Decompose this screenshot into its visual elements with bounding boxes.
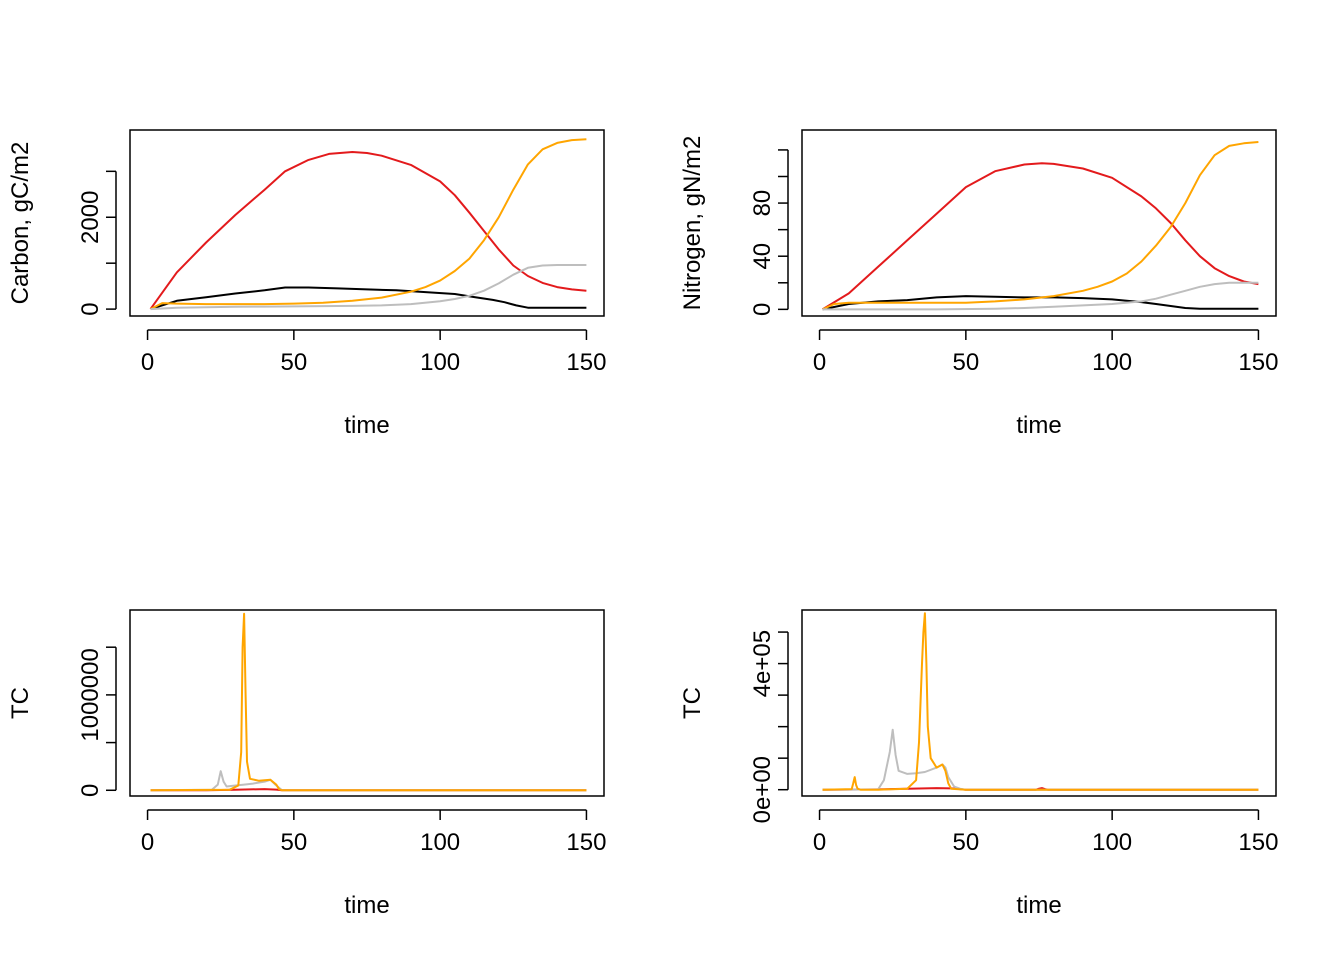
series-line-gray [150, 264, 587, 311]
y-tick-label: 80 [749, 190, 776, 217]
y-axis-title: Nitrogen, gN/m2 [679, 136, 706, 311]
x-tick-label: 0 [141, 349, 154, 376]
x-tick-label: 50 [953, 349, 980, 376]
panel-nitrogen: 0 50 100 150 time 0 40 80 Nitrogen, gN/m2 [679, 129, 1278, 439]
y-tick-label: 0 [77, 302, 104, 315]
plot-frame [801, 129, 1277, 317]
series-line-orange [822, 612, 1259, 791]
series-line-gray [150, 770, 587, 792]
x-axis-title: time [344, 412, 389, 439]
x-tick-label: 50 [281, 349, 308, 376]
series-line-gray [822, 281, 1259, 311]
x-tick-label: 0 [813, 349, 826, 376]
y-axis-title: TC [7, 687, 34, 719]
y-tick-label: 40 [749, 243, 776, 270]
x-tick-label: 150 [566, 349, 606, 376]
x-tick-label: 100 [420, 349, 460, 376]
y-axis-title: Carbon, gC/m2 [7, 142, 34, 305]
x-tick-label: 150 [1238, 349, 1278, 376]
series-line-orange [150, 612, 587, 792]
y-tick-label: 0e+00 [749, 756, 776, 823]
x-tick-label: 0 [813, 829, 826, 856]
y-tick-label: 4e+05 [749, 630, 776, 697]
series-line-red [149, 151, 587, 310]
panel-carbon: 0 50 100 150 time 0 2000 Carbon, gC/m2 [7, 129, 606, 439]
x-tick-label: 150 [1238, 829, 1278, 856]
x-tick-label: 150 [566, 829, 606, 856]
x-axis-title: time [344, 892, 389, 919]
panel-tc-left: 0 50 100 150 time 0 1000000 TC [7, 609, 606, 919]
series-line-red [821, 162, 1259, 311]
plot-frame [129, 129, 605, 317]
y-tick-label: 1000000 [77, 648, 104, 741]
x-tick-label: 0 [141, 829, 154, 856]
panel-tc-right: 0 50 100 150 time 0e+00 4e+05 TC [679, 609, 1278, 919]
series-line-black [822, 295, 1259, 311]
x-tick-label: 50 [953, 829, 980, 856]
plot-frame [129, 609, 605, 797]
x-tick-label: 50 [281, 829, 308, 856]
x-tick-label: 100 [1092, 349, 1132, 376]
series-line-gray [822, 728, 1259, 791]
x-tick-label: 100 [420, 829, 460, 856]
y-tick-label: 0 [749, 303, 776, 316]
y-tick-label: 2000 [77, 191, 104, 244]
y-axis-title: TC [679, 687, 706, 719]
x-axis-title: time [1016, 892, 1061, 919]
y-tick-label: 0 [77, 784, 104, 797]
x-axis-title: time [1016, 412, 1061, 439]
series-line-orange [150, 138, 587, 310]
plot-frame [801, 609, 1277, 797]
series-line-black [150, 286, 587, 311]
x-tick-label: 100 [1092, 829, 1132, 856]
series-line-orange [822, 141, 1259, 311]
